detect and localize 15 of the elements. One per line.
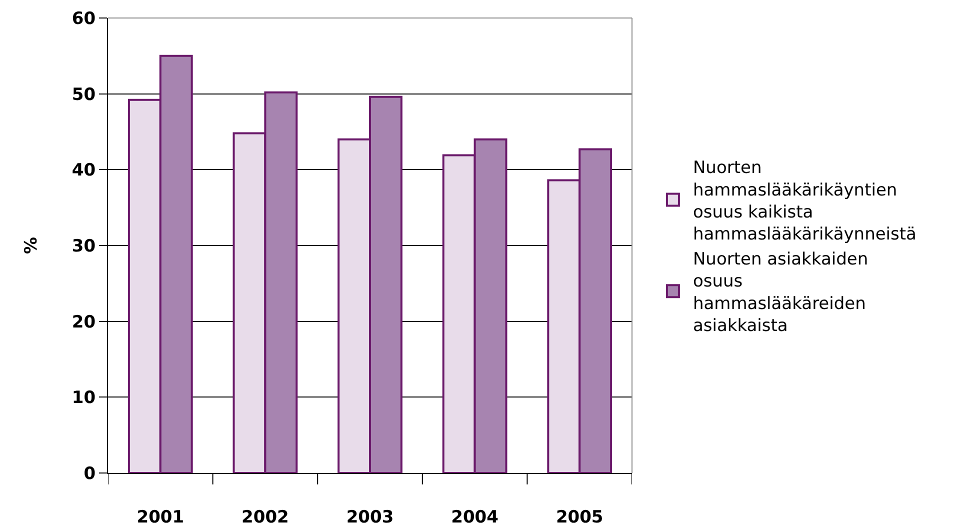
x-tick-label: 2005 [556,507,604,528]
y-tick-label: 0 [84,464,96,484]
y-axis-title: % [21,236,42,254]
x-tick-label: 2001 [136,507,184,528]
y-tick-label: 50 [72,84,96,105]
y-tick-label: 10 [72,388,96,408]
y-tick-label: 60 [72,8,96,29]
legend-label: Nuorten asiakkaiden osuus hammaslääkäreiden asiakkaista [692,250,868,336]
x-tick-label: 2003 [346,507,394,528]
y-tick-label: 40 [72,160,96,181]
x-tick-label: 2002 [242,507,289,528]
legend-label: Nuorten hammaslääkärikäyntien osuus kaikista hammaslääkärikäynneistä [692,158,916,244]
x-tick-label: 2004 [451,507,499,528]
y-tick-label: 30 [72,236,96,256]
y-tick-label: 20 [72,312,96,332]
